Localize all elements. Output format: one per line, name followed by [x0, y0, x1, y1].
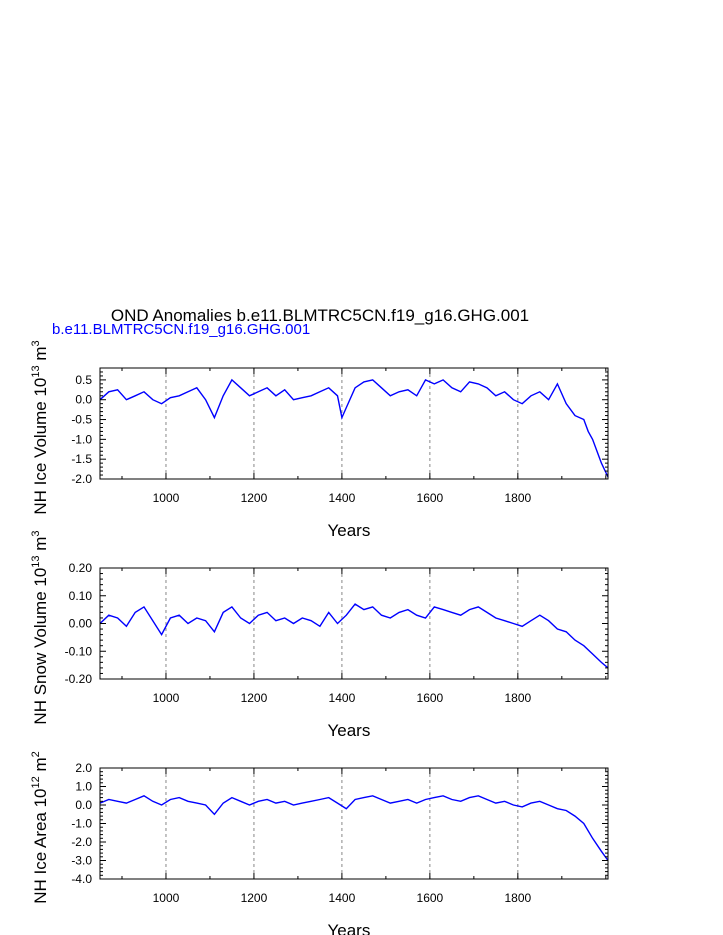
y-tick-label: -1.5	[71, 452, 92, 466]
x-axis-label: Years	[327, 721, 370, 740]
y-tick-label: -0.20	[65, 672, 93, 686]
y-tick-label: 0.5	[75, 373, 92, 387]
y-tick-label: -4.0	[71, 872, 92, 886]
figure-title: OND Anomalies b.e11.BLMTRC5CN.f19_g16.GH…	[111, 306, 529, 325]
x-axis-label: Years	[327, 521, 370, 540]
series-line-2	[99, 603, 609, 669]
y-tick-label: 0.00	[69, 617, 93, 631]
x-tick-label: 1400	[329, 491, 356, 505]
y-axis-label: NH Snow Volume 1013 m3	[30, 530, 50, 724]
y-tick-label: 0.20	[69, 561, 93, 575]
y-tick-label: -2.0	[71, 472, 92, 486]
y-tick-label: -0.10	[65, 644, 93, 658]
plot-frame	[99, 567, 609, 680]
y-axis-label: NH Ice Area 1012 m2	[30, 751, 50, 904]
y-tick-label: 0.0	[75, 798, 92, 812]
plot-frame	[99, 367, 609, 480]
x-tick-label: 1800	[504, 691, 531, 705]
y-tick-label: 1.0	[75, 780, 92, 794]
plot-frame	[99, 767, 609, 880]
x-tick-label: 1200	[241, 491, 268, 505]
chart-panel-1: 1000 1200 1400 1600 1800 -2.0 -1.5 -1.0 -0.5 0.0 0…	[30, 340, 609, 540]
y-tick-label: 2.0	[75, 761, 92, 775]
x-tick-label: 1400	[329, 691, 356, 705]
y-tick-label: -2.0	[71, 835, 92, 849]
x-tick-label: 1400	[329, 891, 356, 905]
y-tick-label: -1.0	[71, 817, 92, 831]
chart-panel-3: 1000 1200 1400 1600 1800 -4.0 -3.0 -2.0 -1.0 0.0 1…	[30, 751, 609, 935]
y-tick-label: -0.5	[71, 413, 92, 427]
figure-subtitle: b.e11.BLMTRC5CN.f19_g16.GHG.001	[52, 321, 310, 338]
x-tick-label: 1000	[153, 691, 180, 705]
x-tick-label: 1800	[504, 891, 531, 905]
x-tick-label: 1600	[417, 691, 444, 705]
y-axis-label: NH Ice Volume 1013 m3	[30, 340, 50, 514]
series-line-3	[99, 795, 609, 861]
x-tick-label: 1000	[153, 891, 180, 905]
x-tick-label: 1000	[153, 491, 180, 505]
x-tick-label: 1200	[241, 691, 268, 705]
series-line-1	[99, 378, 609, 478]
x-tick-label: 1600	[417, 491, 444, 505]
chart-panel-2: 1000 1200 1400 1600 1800 -0.20 -0.10 0.00 0.10 0.…	[30, 530, 609, 740]
y-tick-label: 0.10	[69, 589, 93, 603]
x-axis-label: Years	[327, 921, 370, 935]
x-tick-label: 1600	[417, 891, 444, 905]
x-tick-label: 1200	[241, 891, 268, 905]
y-tick-label: -1.0	[71, 432, 92, 446]
x-tick-label: 1800	[504, 491, 531, 505]
y-tick-label: 0.0	[75, 393, 92, 407]
y-tick-label: -3.0	[71, 854, 92, 868]
